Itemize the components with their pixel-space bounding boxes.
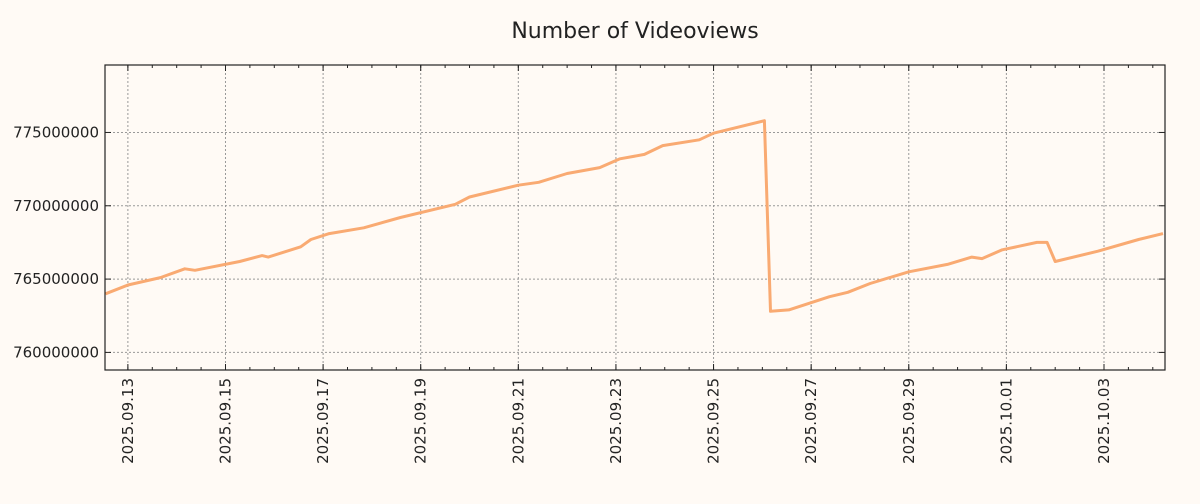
series-line-videoviews	[104, 119, 1164, 313]
y-tick-label: 770000000	[13, 197, 99, 215]
x-tick-label: 2025.09.19	[412, 378, 430, 464]
x-tick-label: 2025.09.17	[314, 378, 332, 464]
plot-frame	[104, 64, 1166, 371]
x-tick-label: 2025.09.13	[119, 378, 137, 464]
x-tick-label: 2025.09.23	[607, 378, 625, 464]
x-tick-label: 2025.09.29	[900, 378, 918, 464]
x-tick-label: 2025.10.03	[1095, 378, 1113, 464]
x-tick-label: 2025.09.25	[705, 378, 723, 464]
y-tick-label: 775000000	[13, 123, 99, 141]
x-tick-label: 2025.09.27	[802, 378, 820, 464]
y-axis-labels: 760000000 765000000 770000000 775000000	[13, 123, 99, 361]
chart-title: Number of Videoviews	[511, 19, 758, 44]
x-axis-labels: 2025.09.13 2025.09.15 2025.09.17 2025.09.19…	[119, 378, 1113, 464]
x-tick-label: 2025.09.15	[216, 378, 234, 464]
y-tick-label: 760000000	[13, 343, 99, 361]
y-tick-label: 765000000	[13, 270, 99, 288]
x-tick-label: 2025.09.21	[509, 378, 527, 464]
grid	[105, 65, 1165, 370]
x-tick-label: 2025.10.01	[997, 378, 1015, 464]
